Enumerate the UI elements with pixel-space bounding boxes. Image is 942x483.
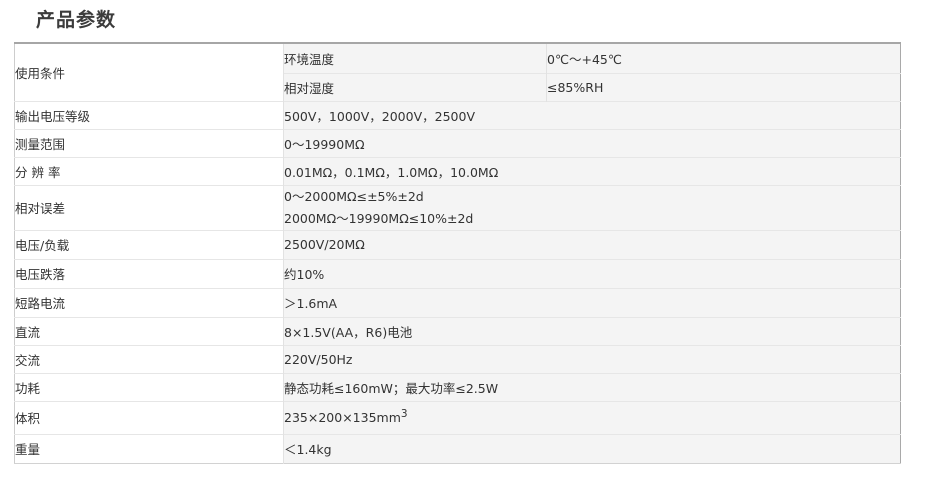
table-row: 电压/负载 2500V/20MΩ bbox=[14, 229, 901, 259]
table-row: 相对误差 0～2000MΩ≤±5%±2d 2000MΩ～19990MΩ≤10%±… bbox=[14, 184, 901, 230]
row-value-weight: ＜1.4kg bbox=[283, 433, 901, 463]
row-label-weight: 重量 bbox=[14, 433, 284, 463]
row-label-volume: 体积 bbox=[14, 400, 284, 434]
page-title: 产品参数 bbox=[36, 9, 117, 31]
row-label-relative-error: 相对误差 bbox=[14, 184, 284, 230]
row-label-voltage-drop: 电压跌落 bbox=[14, 258, 284, 288]
row-label-voltage-load: 电压/负载 bbox=[14, 229, 284, 259]
volume-value: 235×200×135mm bbox=[284, 410, 401, 426]
row-value-output-voltage: 500V，1000V，2000V，2500V bbox=[283, 100, 901, 129]
row-label-measure-range: 测量范围 bbox=[14, 128, 284, 157]
table-row: 重量 ＜1.4kg bbox=[14, 433, 901, 463]
table-row: 输出电压等级 500V，1000V，2000V，2500V bbox=[14, 100, 901, 129]
row-value-power-consumption: 静态功耗≤160mW；最大功率≤2.5W bbox=[283, 372, 901, 401]
row-value-measure-range: 0～19990MΩ bbox=[283, 128, 901, 157]
table-row: 短路电流 ＞1.6mA bbox=[14, 287, 901, 317]
table-row: 功耗 静态功耗≤160mW；最大功率≤2.5W bbox=[14, 372, 901, 401]
sub-row-value-ambient-temperature: 0℃～+45℃ bbox=[546, 43, 901, 73]
row-value-short-circuit-current: ＞1.6mA bbox=[283, 287, 901, 317]
table-row: 交流 220V/50Hz bbox=[14, 344, 901, 373]
sub-row-name-ambient-temperature: 环境温度 bbox=[283, 43, 547, 73]
row-value-dc-power: 8×1.5V(AA，R6)电池 bbox=[283, 316, 901, 345]
table-row: 直流 8×1.5V(AA，R6)电池 bbox=[14, 316, 901, 345]
sub-row-value-relative-humidity: ≤85%RH bbox=[546, 72, 901, 101]
relative-error-line-2: 2000MΩ～19990MΩ≤10%±2d bbox=[284, 210, 474, 226]
row-label-short-circuit-current: 短路电流 bbox=[14, 287, 284, 317]
sub-row-name-relative-humidity: 相对湿度 bbox=[283, 72, 547, 101]
table-row: 电压跌落 约10% bbox=[14, 258, 901, 288]
row-value-ac-power: 220V/50Hz bbox=[283, 344, 901, 373]
row-label-usage-conditions: 使用条件 bbox=[14, 43, 284, 101]
spec-table: 使用条件 环境温度 0℃～+45℃ 相对湿度 ≤85%RH 输出电压等级 500… bbox=[14, 42, 901, 464]
row-value-voltage-drop: 约10% bbox=[283, 258, 901, 288]
row-label-power-consumption: 功耗 bbox=[14, 372, 284, 401]
relative-error-line-1: 0～2000MΩ≤±5%±2d bbox=[284, 188, 424, 204]
table-row: 相对湿度 ≤85%RH bbox=[15, 72, 901, 101]
row-value-voltage-load: 2500V/20MΩ bbox=[283, 229, 901, 259]
row-label-resolution: 分 辨 率 bbox=[14, 156, 284, 185]
table-row: 使用条件 环境温度 0℃～+45℃ bbox=[14, 43, 901, 101]
table-row: 分 辨 率 0.01MΩ，0.1MΩ，1.0MΩ，10.0MΩ bbox=[14, 156, 901, 185]
row-label-output-voltage: 输出电压等级 bbox=[14, 100, 284, 129]
row-label-dc-power: 直流 bbox=[14, 316, 284, 345]
table-row: 测量范围 0～19990MΩ bbox=[14, 128, 901, 157]
row-value-resolution: 0.01MΩ，0.1MΩ，1.0MΩ，10.0MΩ bbox=[283, 156, 901, 185]
row-value-volume: 235×200×135mm3 bbox=[283, 400, 901, 434]
volume-exponent: 3 bbox=[400, 408, 408, 421]
row-value-relative-error: 0～2000MΩ≤±5%±2d 2000MΩ～19990MΩ≤10%±2d bbox=[283, 184, 901, 230]
row-label-ac-power: 交流 bbox=[14, 344, 284, 373]
table-row: 体积 235×200×135mm3 bbox=[14, 400, 901, 434]
